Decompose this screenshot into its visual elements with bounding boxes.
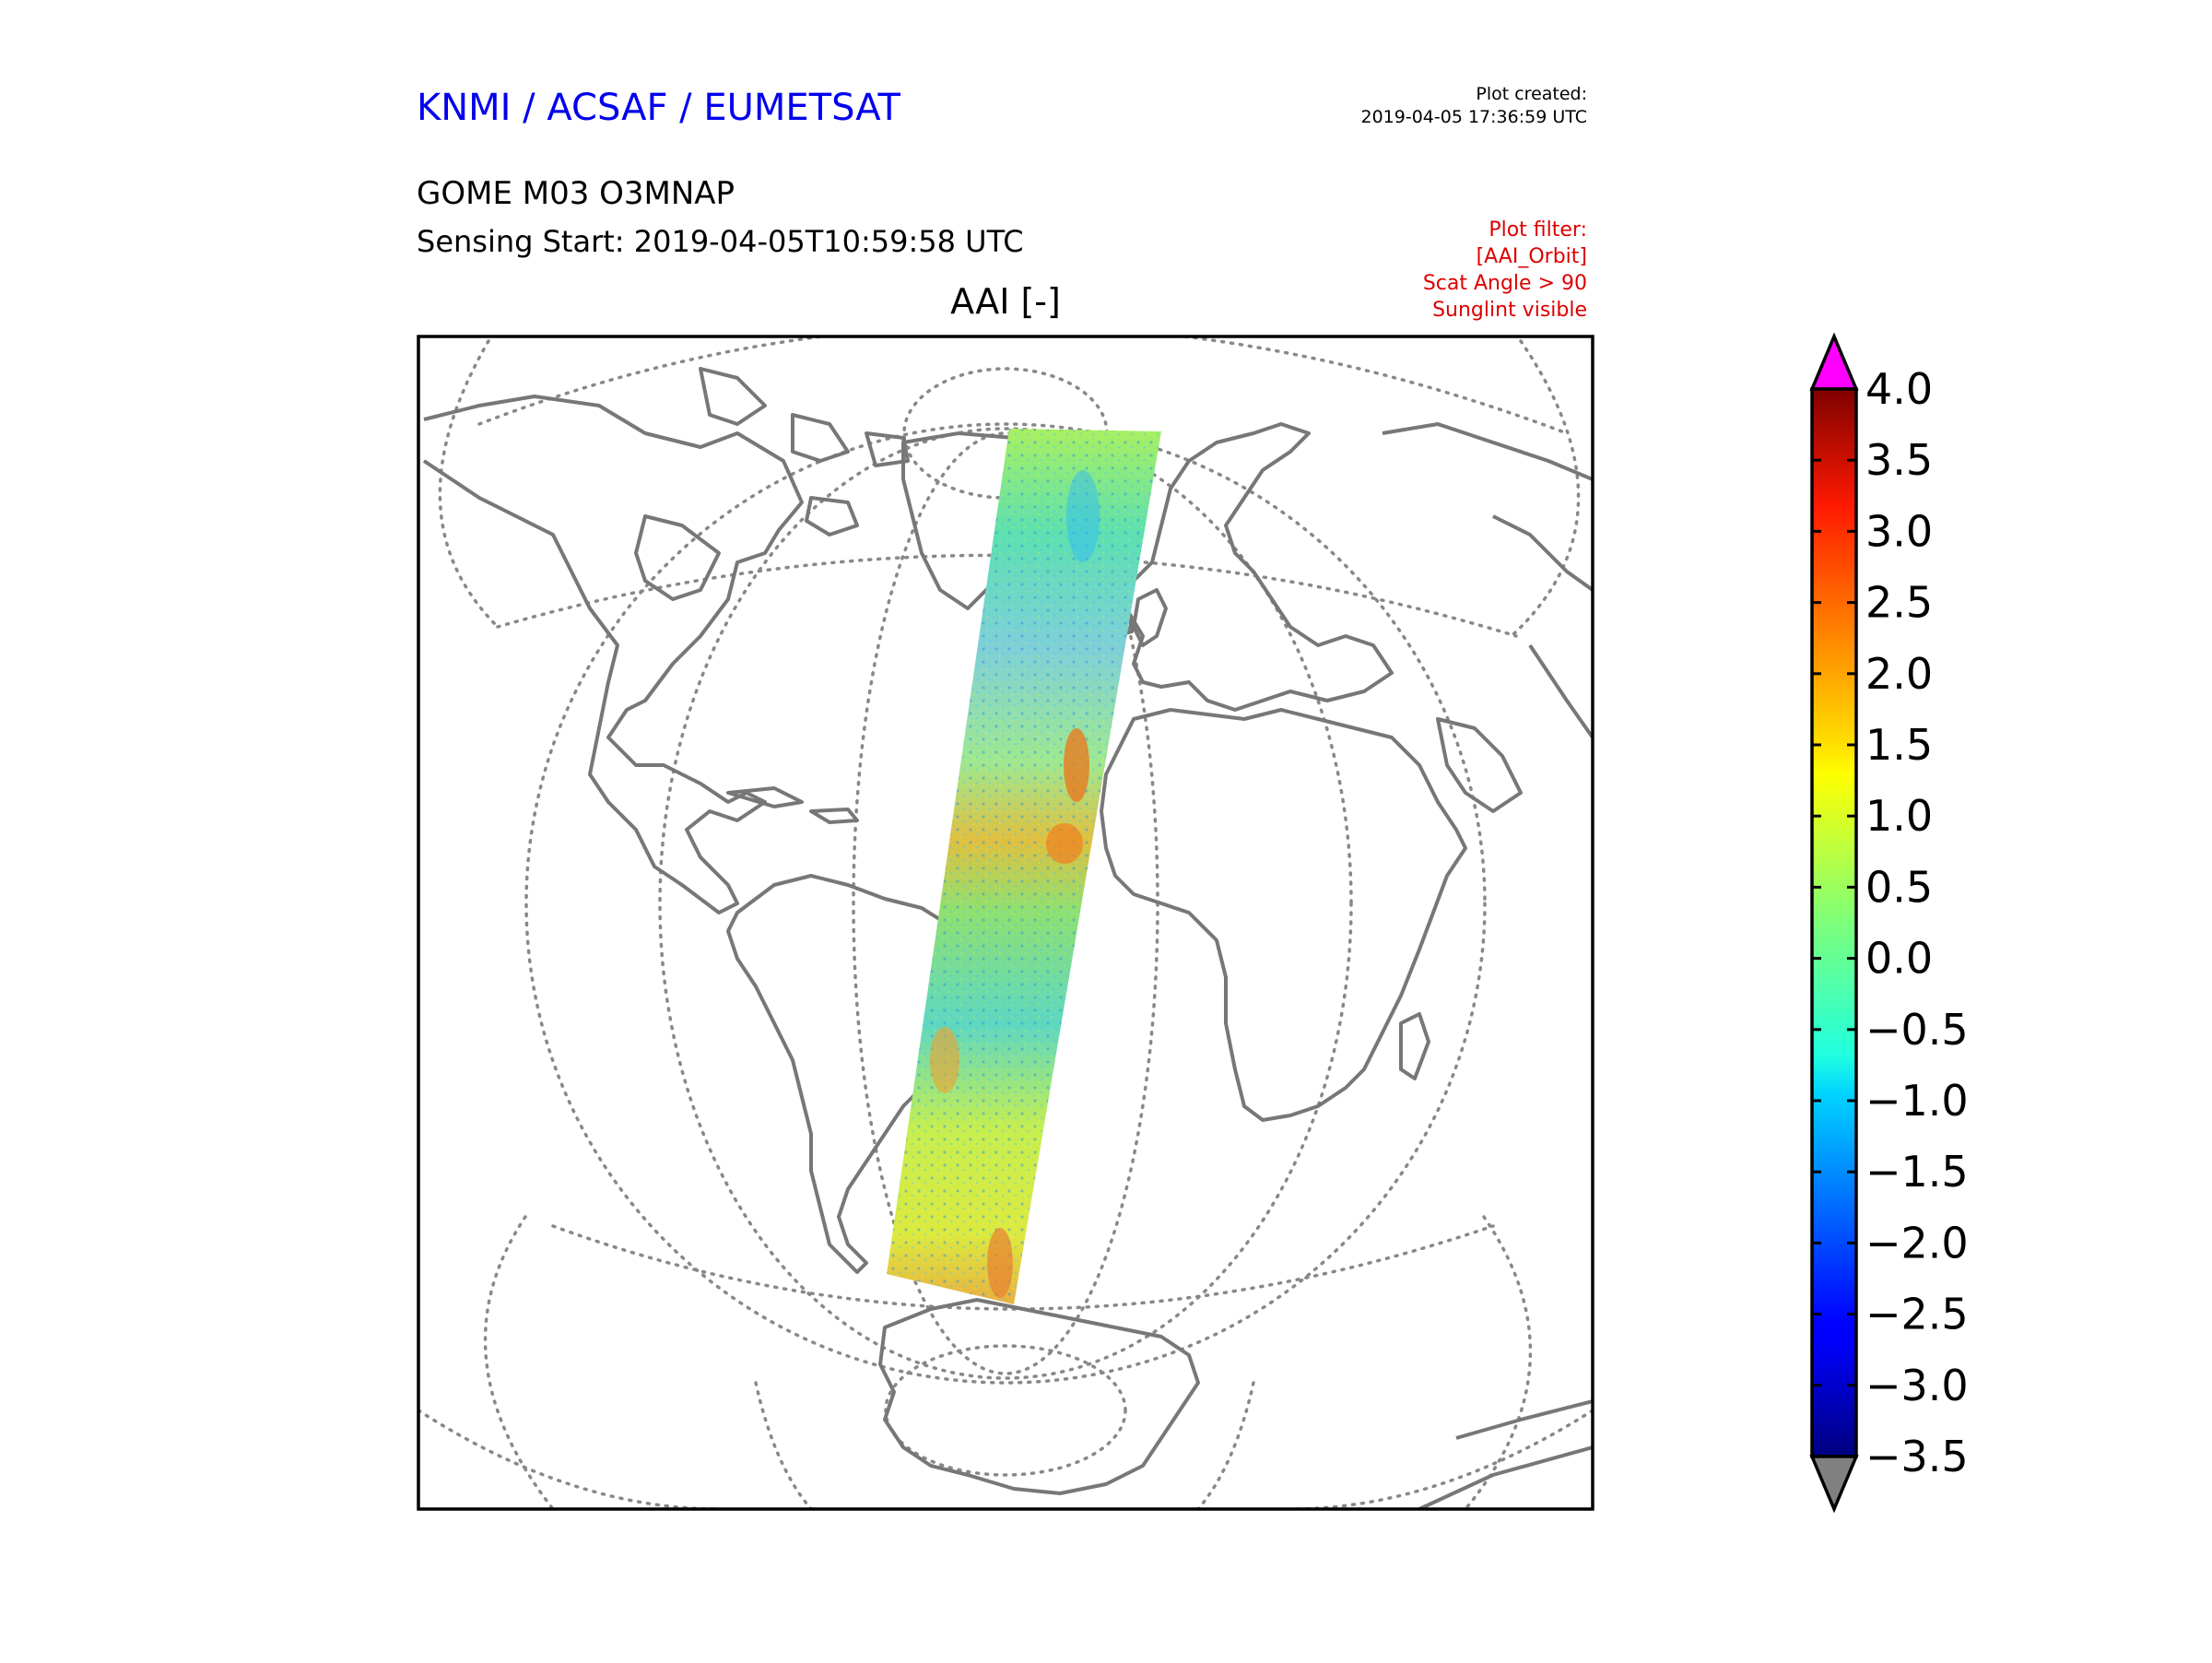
agency-label: KNMI / ACSAF / EUMETSAT xyxy=(417,87,901,129)
colorbar-tick-label: −0.5 xyxy=(1865,1005,1969,1055)
colorbar-tick-label: 0.5 xyxy=(1865,862,1933,912)
filter-line-4: Sunglint visible xyxy=(1432,299,1587,322)
colorbar-tick-label: −1.0 xyxy=(1865,1076,1969,1126)
north-america-coast xyxy=(422,395,804,914)
south-america-coast xyxy=(726,874,997,1274)
map-panel xyxy=(417,335,1594,1511)
colorbar: 4.0 3.5 3.0 2.5 2.0 1.5 1.0 0.5 0.0 −0.5 −1.0 −1.5 −… xyxy=(1809,332,1969,1514)
colorbar-tick-label: 3.0 xyxy=(1865,506,1933,556)
colorbar-gradient xyxy=(1810,387,1858,1458)
colorbar-tick-label: −3.5 xyxy=(1865,1432,1969,1481)
colorbar-tick-label: −3.0 xyxy=(1865,1361,1969,1410)
plot-created-time: 2019-04-05 17:36:59 UTC xyxy=(1361,107,1588,127)
sensing-start: Sensing Start: 2019-04-05T10:59:58 UTC xyxy=(417,224,1024,259)
aai-swath xyxy=(887,429,1161,1304)
product-title: GOME M03 O3MNAP xyxy=(417,175,735,212)
colorbar-tick-label: 2.0 xyxy=(1865,649,1933,699)
europe-coast xyxy=(1123,422,1394,712)
filter-line-2: [AAI_Orbit] xyxy=(1477,245,1587,268)
colorbar-tick-label: 1.0 xyxy=(1865,791,1933,841)
coastlines xyxy=(422,367,1593,1509)
colorbar-tick-label: 2.5 xyxy=(1865,578,1933,628)
antarctica-coast xyxy=(878,1298,1200,1495)
colorbar-under-extension xyxy=(1809,1455,1859,1514)
map-title: AAI [-] xyxy=(950,281,1061,322)
colorbar-tick-label: −1.5 xyxy=(1865,1147,1969,1197)
filter-line-3: Scat Angle > 90 xyxy=(1423,272,1587,295)
colorbar-tick-label: −2.0 xyxy=(1865,1218,1969,1268)
colorbar-tick-label: 1.5 xyxy=(1865,720,1933,770)
plot-created-label: Plot created: xyxy=(1476,84,1587,104)
map-frame xyxy=(417,335,1594,1511)
africa-coast xyxy=(1100,708,1467,1122)
colorbar-tick-label: 3.5 xyxy=(1865,435,1933,485)
colorbar-tick-label: 4.0 xyxy=(1865,364,1933,414)
filter-line-1: Plot filter: xyxy=(1488,218,1587,242)
colorbar-tick-label: 0.0 xyxy=(1865,934,1933,984)
colorbar-tick-label: −2.5 xyxy=(1865,1290,1969,1339)
colorbar-over-extension xyxy=(1809,332,1859,391)
